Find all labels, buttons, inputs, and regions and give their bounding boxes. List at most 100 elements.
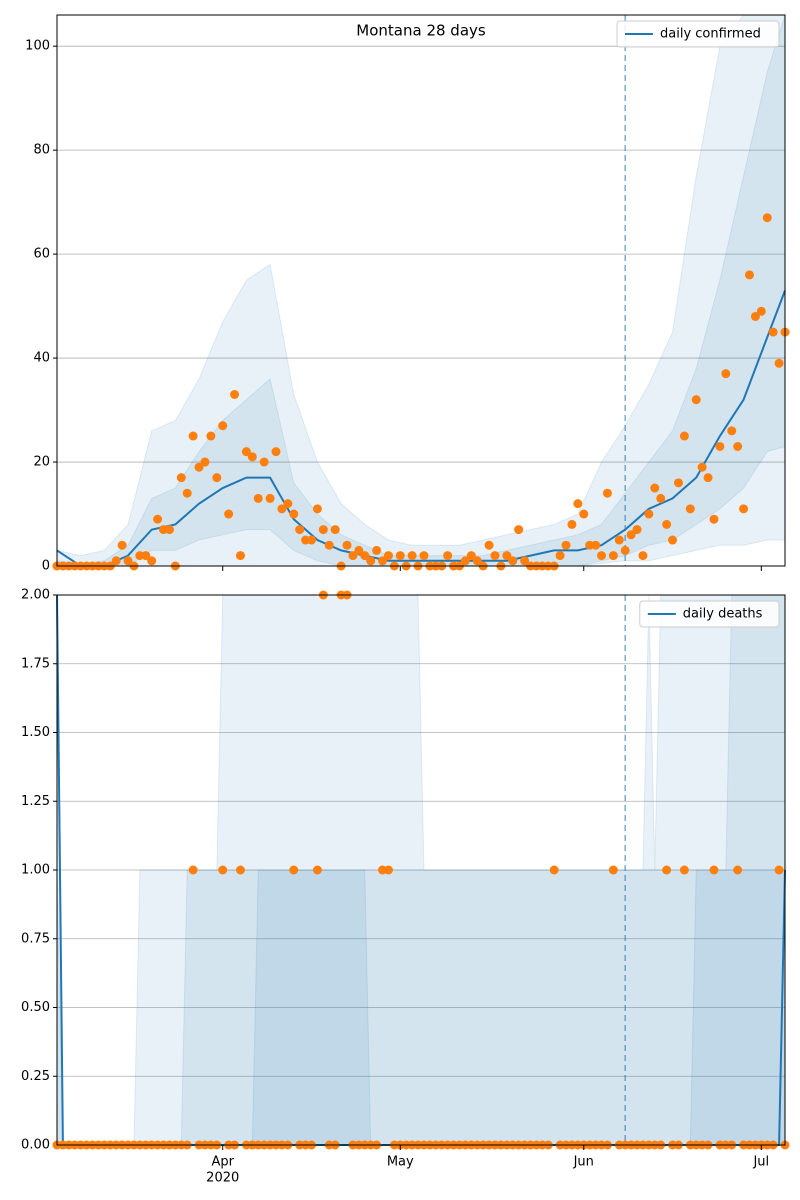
observed-point xyxy=(253,493,263,503)
observed-point xyxy=(360,551,370,561)
observed-point xyxy=(626,530,636,540)
observed-point xyxy=(715,441,725,451)
observed-point xyxy=(383,865,393,875)
observed-point xyxy=(638,551,648,561)
observed-point xyxy=(662,865,672,875)
observed-point xyxy=(176,473,186,483)
observed-point xyxy=(283,499,293,509)
observed-point xyxy=(555,551,565,561)
observed-point xyxy=(383,551,393,561)
observed-point xyxy=(744,270,754,280)
observed-point xyxy=(117,540,127,550)
observed-point xyxy=(372,545,382,555)
observed-point xyxy=(514,525,524,535)
observed-point xyxy=(697,462,707,472)
observed-point xyxy=(632,525,642,535)
observed-point xyxy=(721,369,731,379)
observed-point xyxy=(111,556,121,566)
observed-point xyxy=(235,551,245,561)
observed-point xyxy=(443,551,453,561)
observed-point xyxy=(289,509,299,519)
observed-point xyxy=(378,556,388,566)
y-tick-label: 80 xyxy=(33,143,50,158)
observed-point xyxy=(147,556,157,566)
y-tick-label: 20 xyxy=(33,455,50,470)
observed-point xyxy=(366,556,376,566)
observed-point xyxy=(419,551,429,561)
y-tick-label: 40 xyxy=(33,351,50,366)
observed-point xyxy=(460,556,470,566)
panel: 0 20 40 60 80 100 Montana 28 days daily confirm… xyxy=(25,14,790,574)
observed-point xyxy=(324,540,334,550)
x-tick-label: Jun xyxy=(573,1155,594,1170)
observed-point xyxy=(194,462,204,472)
chart-title: Montana 28 days xyxy=(356,22,486,40)
observed-point xyxy=(472,556,482,566)
observed-point xyxy=(709,514,719,524)
observed-point xyxy=(342,540,352,550)
observed-point xyxy=(774,865,784,875)
observed-point xyxy=(259,457,269,467)
observed-point xyxy=(650,483,660,493)
observed-point xyxy=(750,311,760,321)
y-tick-label: 2.00 xyxy=(21,588,50,603)
y-tick-label: 100 xyxy=(25,39,50,54)
observed-point xyxy=(348,551,358,561)
observed-point xyxy=(200,457,210,467)
legend-label: daily confirmed xyxy=(660,27,761,42)
y-tick-label: 60 xyxy=(33,247,50,262)
x-tick-label: Jul xyxy=(752,1155,769,1170)
x-tick-label: May xyxy=(387,1155,414,1170)
observed-point xyxy=(679,865,689,875)
observed-point xyxy=(466,551,476,561)
observed-point xyxy=(703,473,713,483)
observed-point xyxy=(212,473,222,483)
observed-point xyxy=(762,213,772,223)
x-tick-sublabel: 2020 xyxy=(206,1171,239,1186)
y-tick-label: 0 xyxy=(42,559,50,574)
panel: 0.00 0.25 0.50 0.75 1.00 1.25 1.50 1.75 2.00 Apr M… xyxy=(21,588,790,1186)
observed-point xyxy=(597,551,607,561)
observed-point xyxy=(685,504,695,514)
observed-point xyxy=(614,535,624,545)
observed-point xyxy=(354,545,364,555)
observed-point xyxy=(608,865,618,875)
observed-point xyxy=(247,452,257,462)
observed-point xyxy=(561,540,571,550)
observed-point xyxy=(774,358,784,368)
observed-point xyxy=(608,551,618,561)
observed-point xyxy=(644,509,654,519)
observed-point xyxy=(312,504,322,514)
observed-point xyxy=(230,389,240,399)
observed-point xyxy=(520,556,530,566)
observed-point xyxy=(490,551,500,561)
observed-point xyxy=(679,431,689,441)
observed-point xyxy=(573,499,583,509)
observed-point xyxy=(153,514,163,524)
observed-point xyxy=(508,556,518,566)
observed-point xyxy=(727,426,737,436)
legend-box xyxy=(639,600,780,628)
y-tick-label: 1.00 xyxy=(21,863,50,878)
observed-point xyxy=(733,441,743,451)
observed-point xyxy=(739,504,749,514)
observed-point xyxy=(218,421,228,431)
median-line xyxy=(56,290,786,567)
observed-point xyxy=(756,306,766,316)
x-tick-label: Apr xyxy=(211,1155,234,1170)
observed-point xyxy=(141,551,151,561)
observed-point xyxy=(484,540,494,550)
observed-point xyxy=(662,519,672,529)
observed-point xyxy=(295,525,305,535)
y-tick-label: 0.75 xyxy=(21,931,50,946)
observed-point xyxy=(407,551,417,561)
observed-point xyxy=(330,525,340,535)
y-tick-label: 1.50 xyxy=(21,725,50,740)
observed-point xyxy=(312,865,322,875)
observed-point xyxy=(567,519,577,529)
observed-point xyxy=(182,488,192,498)
observed-point xyxy=(164,525,174,535)
observed-point xyxy=(318,525,328,535)
observed-point xyxy=(188,431,198,441)
observed-point xyxy=(395,551,405,561)
